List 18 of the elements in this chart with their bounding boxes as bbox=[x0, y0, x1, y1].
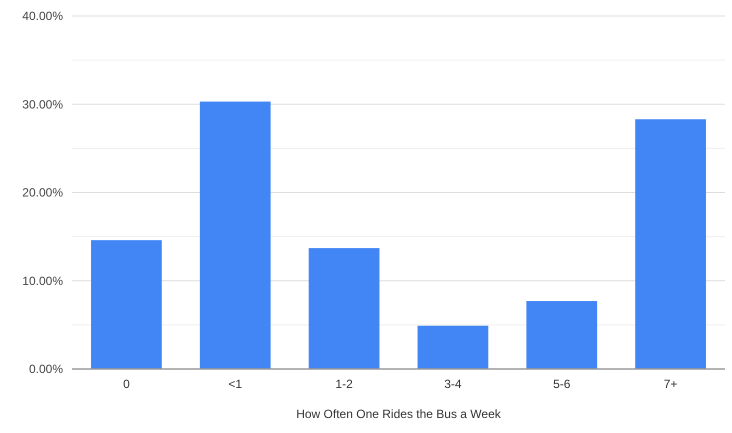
x-tick-label: 3-4 bbox=[444, 377, 462, 391]
y-tick-label: 10.00% bbox=[22, 274, 64, 288]
bar bbox=[200, 102, 271, 369]
bar bbox=[418, 326, 488, 369]
x-tick-label: <1 bbox=[228, 377, 242, 391]
bar bbox=[526, 301, 598, 369]
bar bbox=[635, 119, 706, 369]
y-tick-label: 30.00% bbox=[22, 97, 64, 112]
y-tick-label: 20.00% bbox=[22, 186, 64, 200]
x-axis-title: How Often One Rides the Bus a Week bbox=[296, 407, 502, 421]
y-tick-label: 0.00% bbox=[28, 362, 64, 376]
x-tick-label: 5-6 bbox=[553, 377, 571, 391]
x-tick-label: 1-2 bbox=[335, 377, 354, 391]
bar bbox=[308, 248, 380, 369]
bar bbox=[91, 240, 162, 369]
x-tick-label: 0 bbox=[123, 377, 130, 391]
y-tick-label: 40.00% bbox=[22, 9, 64, 24]
x-tick-label: 7+ bbox=[664, 377, 678, 391]
